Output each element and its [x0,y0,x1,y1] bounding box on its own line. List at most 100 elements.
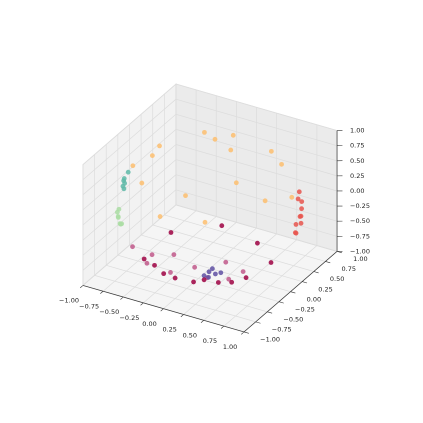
grid-line [94,275,256,323]
z-tick-label: −0.75 [350,232,370,240]
tick-mark [100,291,104,294]
grid-line [175,83,338,131]
grid-line [175,98,338,147]
point [206,274,211,280]
grid-line [175,204,338,252]
y-tick-label: 0.75 [342,265,356,273]
grid-line [106,264,268,313]
z-tick-label: −0.25 [350,202,370,210]
point [125,169,131,175]
tick-mark [325,261,331,264]
point [223,259,229,265]
x-tick-label: −0.75 [79,302,99,310]
point [296,189,302,195]
tick-mark [255,321,261,324]
x-tick-label: 0.75 [203,337,217,345]
point [243,275,249,281]
tick-mark [200,320,204,323]
point [201,273,207,279]
point [121,176,127,181]
y-tick-label: 0.50 [330,275,344,283]
point [191,279,196,285]
point [192,264,198,270]
point [293,222,299,227]
point [279,161,284,167]
tick-mark [302,281,308,284]
point [168,230,174,235]
x-axis [82,285,245,333]
point [152,262,157,268]
z-tick-label: 0.75 [350,142,364,150]
x-tick-label: −1.00 [59,297,79,305]
grid-line [82,129,177,211]
point [268,148,274,154]
point [171,252,177,258]
z-tick-label: 0.50 [350,157,364,165]
z-tick-label: −1.00 [350,247,370,255]
grid-line [175,144,338,192]
point [157,214,163,219]
point [289,194,295,200]
grid-line [82,159,177,241]
y-tick-label: −0.50 [283,315,303,323]
point [212,136,218,142]
grid-line [164,214,326,262]
point [149,153,155,158]
tick-mark [267,311,273,314]
point [139,180,145,186]
point [168,270,173,275]
point [209,266,215,272]
grid-line [175,159,338,207]
tick-mark [79,285,84,289]
x-tick-label: −0.25 [119,314,139,322]
point [262,198,268,204]
point [172,275,178,281]
point [212,271,218,277]
grid-line [82,83,177,165]
grid-line [140,234,303,282]
point [202,219,208,225]
point [295,196,301,202]
point [130,163,136,169]
point [183,193,188,199]
grid-line [175,189,338,237]
tick-mark [243,331,249,334]
z-tick-label: −0.50 [350,217,370,225]
point [299,206,304,212]
y-tick-label: 0.00 [307,295,321,303]
point [141,256,147,262]
point [226,276,232,282]
grid-line [175,174,338,222]
y-tick-label: −0.25 [295,305,315,313]
x-tick-label: 0.25 [162,326,176,334]
point [240,269,246,274]
grid-line [82,114,177,196]
tick-mark [241,331,245,335]
point [215,280,221,285]
point [228,147,234,153]
x-tick-label: 1.00 [223,343,237,351]
y-axis [243,251,338,333]
grid-line [175,113,338,162]
point [218,270,224,276]
grid-line [82,174,177,256]
y-tick-label: 0.25 [318,285,332,293]
z-tick-label: 1.00 [350,127,364,135]
z-tick-label: 0.25 [350,172,364,180]
point [121,186,127,192]
point [255,240,260,246]
point [202,129,207,135]
point [298,220,304,226]
point [299,199,305,204]
point [130,244,135,250]
tick-mark [290,291,296,294]
tick-mark [120,296,124,300]
tick-mark [180,314,184,318]
tick-mark [278,301,284,304]
point [114,209,120,215]
point [268,260,274,265]
tick-mark [140,302,144,306]
grid-line [152,224,314,272]
grid-line [82,98,177,180]
z-tick-label: 0.00 [350,187,364,195]
